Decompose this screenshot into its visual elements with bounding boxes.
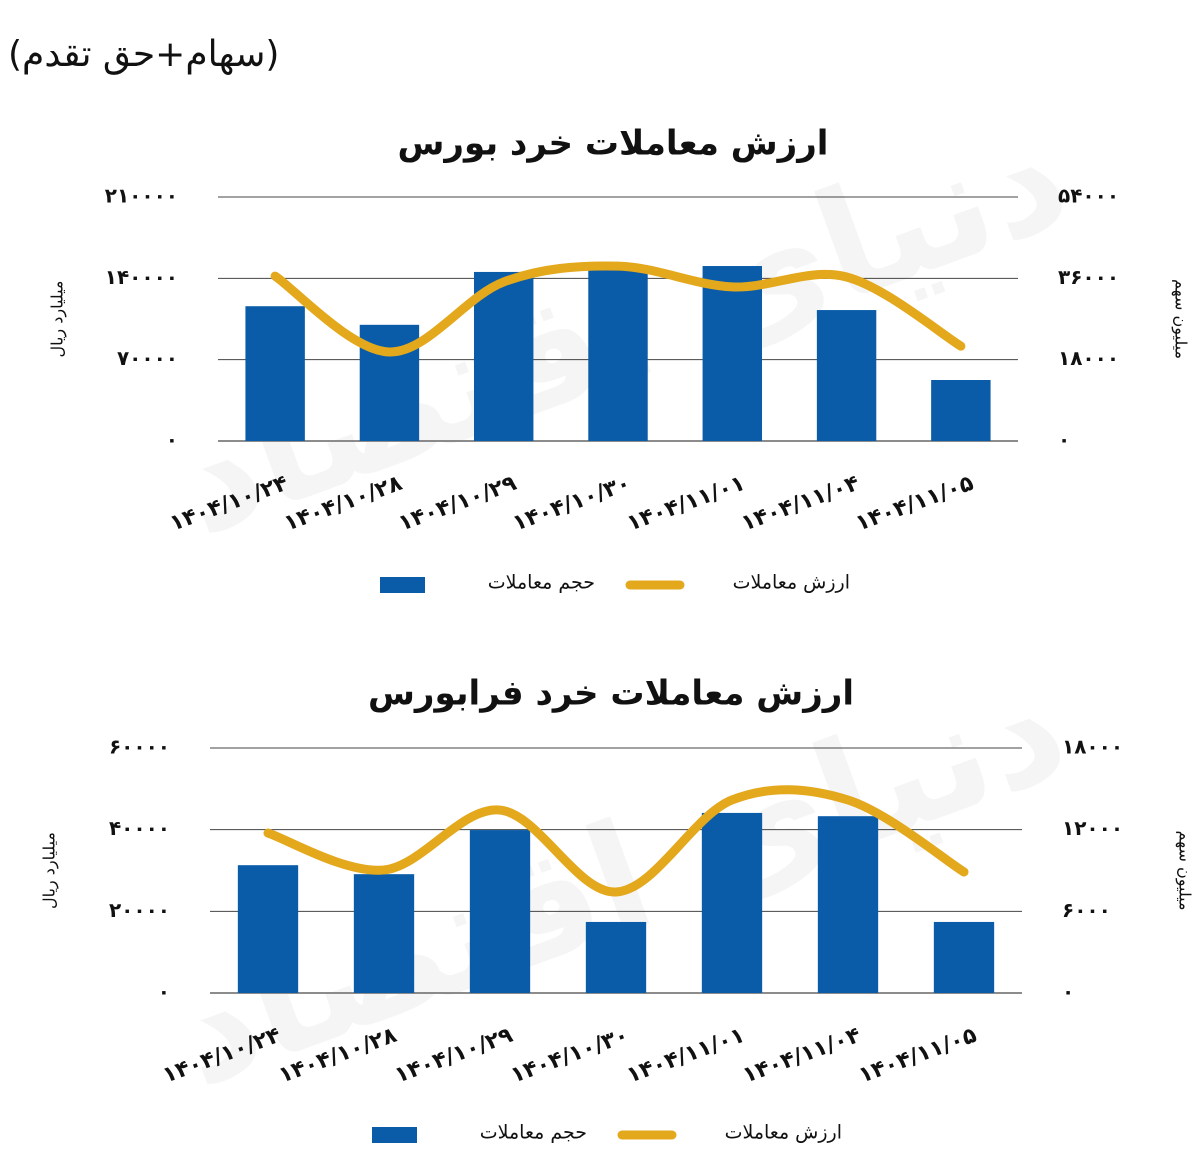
bar <box>816 310 877 441</box>
bar <box>931 380 991 441</box>
y2-tick-label: ۰ <box>1058 428 1070 452</box>
page-title: (سهام+حق تقدم) <box>8 34 279 75</box>
y2-tick-label: ۳۶۰۰۰ <box>1058 265 1119 289</box>
bar <box>474 271 534 441</box>
x-tick-label: ۱۴۰۴/۱۱/۰۱ <box>624 1023 749 1089</box>
bar <box>585 921 647 993</box>
y-axis-title: میلیارد ریال <box>40 832 60 909</box>
line <box>270 261 966 357</box>
chart-title: ارزش معاملات خرد بورس <box>398 124 829 164</box>
y2-tick-label: ۵۴۰۰۰ <box>1058 184 1119 208</box>
x-tick-label: ۱۴۰۴/۱۱/۰۵ <box>856 1023 981 1089</box>
legend-label: ارزش معاملات <box>733 572 850 594</box>
x-tick-label: ۱۴۰۴/۱۱/۰۴ <box>740 1023 865 1089</box>
x-tick-label: ۱۴۰۴/۱۰/۳۰ <box>508 1023 633 1089</box>
y-tick-label: ۶۰۰۰۰ <box>109 735 170 759</box>
legend-label: حجم معاملات <box>488 572 595 594</box>
bar <box>817 816 879 993</box>
y2-axis-title: میلیون سهم <box>1175 830 1195 910</box>
bar <box>588 264 648 441</box>
y-tick-label: ۲۱۰۰۰۰ <box>105 184 178 208</box>
bar <box>245 306 305 441</box>
chart-title: ارزش معاملات خرد فرابورس <box>368 674 854 714</box>
line <box>263 785 969 897</box>
bar <box>701 812 763 993</box>
legend-label: ارزش معاملات <box>725 1122 842 1144</box>
y2-tick-label: ۱۸۰۰۰ <box>1062 735 1123 759</box>
x-tick-label: ۱۴۰۴/۱۰/۳۰ <box>510 471 635 537</box>
bar <box>237 865 299 993</box>
y2-tick-label: ۰ <box>1062 980 1074 1004</box>
x-tick-label: ۱۴۰۴/۱۱/۰۱ <box>624 471 749 537</box>
y-tick-label: ۲۰۰۰۰ <box>109 898 170 922</box>
y-tick-label: ۱۴۰۰۰۰ <box>105 265 178 289</box>
bar <box>933 921 995 993</box>
y-tick-label: ۷۰۰۰۰ <box>117 346 178 370</box>
legend-swatch <box>372 1127 417 1143</box>
y2-tick-label: ۱۸۰۰۰ <box>1058 346 1119 370</box>
x-tick-label: ۱۴۰۴/۱۱/۰۵ <box>852 471 977 537</box>
y2-axis-title: میلیون سهم <box>1171 279 1191 359</box>
bar <box>469 830 531 993</box>
x-tick-label: ۱۴۰۴/۱۱/۰۴ <box>738 471 863 537</box>
y-axis-title: میلیارد ریال <box>48 280 68 357</box>
y2-tick-label: ۶۰۰۰ <box>1062 898 1111 922</box>
bar <box>702 266 762 441</box>
y2-tick-label: ۱۲۰۰۰ <box>1062 816 1123 840</box>
legend-swatch <box>380 577 425 593</box>
y-tick-label: ۴۰۰۰۰ <box>109 816 170 840</box>
bar <box>353 874 415 993</box>
y-tick-label: ۰ <box>158 980 170 1004</box>
legend-label: حجم معاملات <box>480 1122 587 1144</box>
y-tick-label: ۰ <box>166 428 178 452</box>
